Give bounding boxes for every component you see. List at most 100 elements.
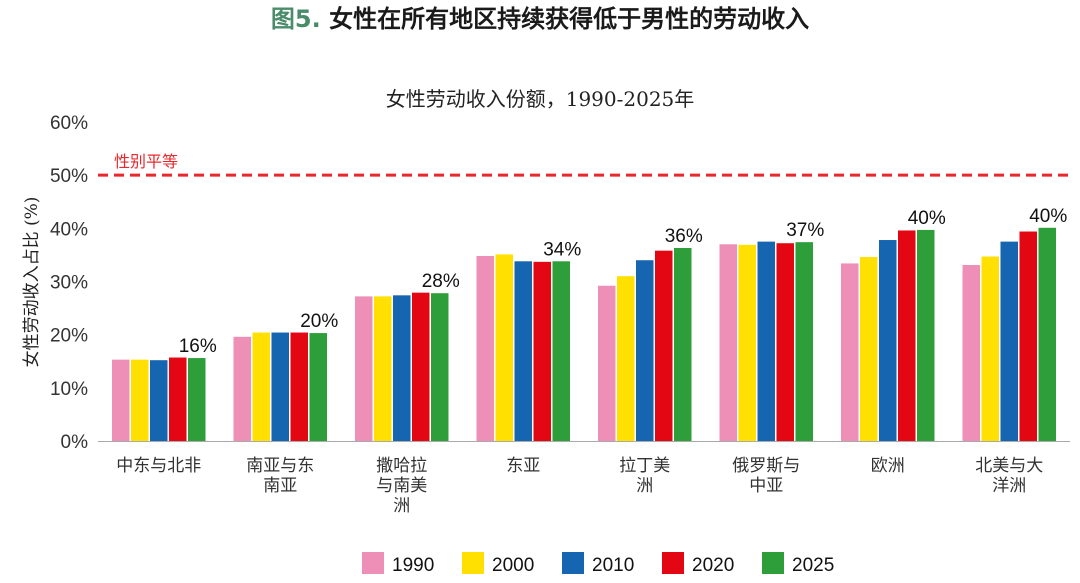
data-label: 40% (908, 208, 946, 229)
category-label: 俄罗斯与中亚 (732, 456, 800, 496)
bar-2020 (290, 332, 308, 441)
data-label: 36% (665, 226, 703, 247)
bar-2010 (393, 295, 411, 441)
bar-2010 (757, 241, 775, 441)
category-label-line: 北美与大 (975, 456, 1043, 476)
y-tick-label: 20% (50, 326, 88, 347)
bar-2000 (252, 332, 270, 441)
bar-2000 (981, 256, 999, 441)
bar-1990 (476, 255, 494, 441)
category-label: 中东与北非 (116, 456, 201, 476)
bar-2020 (655, 250, 673, 441)
y-tick-label: 30% (50, 273, 88, 294)
bar-2025 (674, 248, 692, 441)
data-label: 34% (543, 239, 581, 260)
category-label: 撒哈拉与南美洲 (376, 456, 427, 516)
legend-label: 2000 (492, 555, 534, 576)
legend-label: 1990 (392, 555, 434, 576)
y-tick-label: 50% (50, 166, 88, 187)
gender-parity-reference: 性别平等 (98, 152, 1070, 177)
category-label-line: 南亚与东 (246, 456, 314, 476)
data-label: 28% (422, 271, 460, 292)
bar-2025 (552, 261, 570, 441)
figure-heading: 图5. 女性在所有地区持续获得低于男性的劳动收入 (271, 5, 809, 33)
category-label-line: 中亚 (749, 476, 783, 496)
bar-2000 (738, 244, 756, 441)
bar-2025 (188, 358, 206, 441)
y-tick-label: 40% (50, 219, 88, 240)
category-label: 拉丁美洲 (619, 456, 670, 496)
bar-2010 (1000, 241, 1018, 441)
y-tick-label: 0% (61, 432, 89, 453)
category-label: 欧洲 (871, 456, 905, 476)
bar-1990 (719, 244, 737, 441)
category-label-line: 欧洲 (871, 456, 905, 476)
bar-2025 (795, 242, 813, 441)
legend-label: 2025 (792, 555, 834, 576)
data-label: 20% (300, 311, 338, 332)
figure-heading-text: 女性在所有地区持续获得低于男性的劳动收入 (321, 5, 809, 33)
bar-2020 (533, 261, 551, 441)
category-label-line: 洋洲 (992, 476, 1026, 496)
legend-swatch-2025 (762, 552, 784, 574)
category-label-line: 撒哈拉 (376, 456, 427, 476)
bar-2010 (879, 240, 897, 441)
bar-1990 (598, 285, 616, 441)
category-label-line: 洲 (636, 476, 653, 496)
data-label: 37% (786, 220, 824, 241)
legend-swatch-1990 (362, 552, 384, 574)
bar-2000 (374, 296, 392, 441)
bar-2025 (309, 333, 327, 441)
bar-2010 (150, 360, 168, 441)
category-label-line: 洲 (393, 496, 410, 516)
category-label-line: 中东与北非 (116, 456, 201, 476)
figure-number: 图5. (271, 5, 321, 33)
y-tick-label: 10% (50, 379, 88, 400)
bar-2000 (617, 276, 635, 441)
legend: 1990 2000 2010 2020 2025 (362, 552, 834, 576)
data-label: 40% (1029, 206, 1067, 227)
category-label: 南亚与东南亚 (246, 456, 314, 496)
category-label-line: 俄罗斯与 (732, 456, 800, 476)
bar-2025 (431, 293, 449, 441)
bar-2020 (898, 230, 916, 441)
reference-line-label: 性别平等 (114, 152, 178, 171)
bar-1990 (112, 359, 130, 441)
y-axis-ticks: 0% 10% 20% 30% 40% 50% 60% (50, 113, 88, 453)
y-axis-label: 女性劳动收入占比 (%) (22, 197, 42, 368)
category-label-line: 与南美 (376, 476, 427, 496)
category-label: 东亚 (506, 456, 540, 476)
bar-2010 (636, 260, 654, 441)
bar-1990 (962, 265, 980, 441)
bar-2000 (860, 257, 878, 441)
bar-2020 (776, 243, 794, 441)
legend-label: 2010 (592, 555, 634, 576)
bar-2020 (1019, 231, 1037, 441)
bar-2010 (514, 261, 532, 441)
bar-2000 (495, 254, 513, 441)
legend-label: 2020 (692, 555, 734, 576)
data-label: 16% (179, 336, 217, 357)
category-label-line: 南亚 (263, 476, 297, 496)
category-label-line: 东亚 (506, 456, 540, 476)
legend-swatch-2020 (662, 552, 684, 574)
bar-2010 (271, 332, 289, 441)
data-labels: 16% 20% 28% 34% 36% 37% 40% 40% (179, 206, 1068, 357)
bar-2020 (412, 292, 430, 441)
legend-swatch-2000 (462, 552, 484, 574)
bar-1990 (841, 263, 859, 441)
y-tick-label: 60% (50, 113, 88, 134)
bar-2000 (131, 359, 149, 441)
chart-title: 女性劳动收入份额，1990-2025年 (386, 87, 695, 111)
category-label-line: 拉丁美 (619, 456, 670, 476)
bars (112, 227, 1056, 441)
bar-2025 (917, 229, 935, 441)
category-label: 北美与大洋洲 (975, 456, 1043, 496)
bar-1990 (355, 296, 373, 441)
bar-2020 (169, 357, 187, 441)
legend-swatch-2010 (562, 552, 584, 574)
bar-1990 (233, 336, 251, 441)
bar-2025 (1038, 227, 1056, 441)
